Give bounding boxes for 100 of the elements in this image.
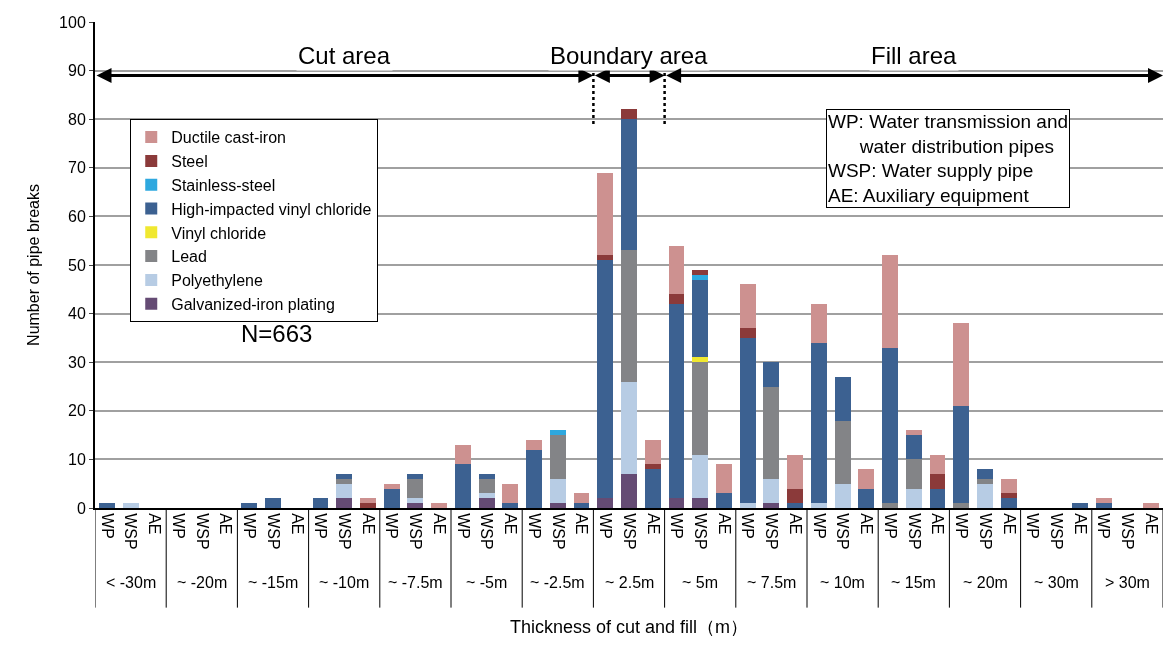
bar	[431, 503, 448, 508]
bar	[265, 498, 281, 508]
bar	[858, 488, 875, 508]
bar	[882, 503, 899, 508]
annotation: Fill area	[871, 42, 958, 69]
bar	[668, 245, 685, 295]
x-tick-label: WSP	[692, 513, 709, 550]
bar	[597, 172, 614, 256]
bar	[407, 478, 424, 499]
x-tick-label: WSP	[336, 513, 353, 550]
bar	[692, 274, 709, 280]
annotation: Cut area	[298, 42, 391, 69]
text: ~ -7.5m	[388, 574, 443, 591]
text: < -30m	[106, 574, 157, 591]
bar	[454, 444, 471, 465]
x-tick-label: AE	[217, 513, 235, 535]
bar	[383, 488, 400, 508]
bar	[549, 430, 566, 436]
bar	[359, 498, 376, 504]
bar	[526, 449, 543, 508]
text: ~ 10m	[820, 574, 865, 591]
bar	[478, 493, 495, 499]
y-tick-label: 30	[68, 353, 86, 371]
x-tick-label: WP	[454, 513, 472, 539]
bar	[526, 439, 543, 450]
text: ~ -5m	[466, 574, 508, 591]
x-tick-label: AE	[929, 513, 947, 535]
bar	[787, 454, 804, 489]
text: ~ 7.5m	[747, 574, 797, 591]
bar	[549, 435, 566, 479]
x-tick-label: WSP	[122, 513, 140, 550]
annotation: N=663	[241, 320, 313, 347]
bar	[621, 109, 637, 120]
bar	[336, 473, 353, 479]
x-tick-label: WP	[169, 513, 187, 539]
x-tick-label: WP	[383, 513, 401, 539]
bar	[668, 303, 685, 499]
bar	[977, 469, 993, 479]
legend-label: Ductile cast-iron	[171, 129, 286, 147]
bar	[905, 430, 922, 436]
bar	[122, 503, 139, 508]
bar	[763, 503, 780, 508]
y-tick-label: 10	[68, 451, 86, 468]
bar	[977, 478, 993, 484]
bar	[834, 420, 851, 484]
x-tick-label: AE	[715, 513, 733, 535]
bar	[929, 454, 946, 474]
x-tick-label: WSP	[763, 513, 781, 550]
bar	[502, 483, 519, 504]
bar	[621, 119, 637, 251]
x-tick-label: AE	[1071, 513, 1089, 535]
bar	[478, 473, 495, 479]
bar	[905, 459, 922, 489]
bar	[597, 255, 614, 261]
bar	[953, 405, 970, 504]
bar	[407, 473, 424, 479]
bar	[692, 269, 709, 275]
bar	[763, 478, 780, 504]
bar	[573, 493, 590, 504]
bar	[668, 294, 685, 304]
bar	[929, 473, 946, 489]
bar	[715, 464, 732, 494]
bar	[739, 503, 756, 508]
x-tick-label: AE	[288, 513, 306, 535]
x-tick-label: AE	[786, 513, 804, 535]
bar	[312, 498, 329, 508]
x-tick-label: WSP	[549, 513, 567, 550]
bar	[621, 250, 637, 382]
bar	[336, 483, 353, 499]
bar	[502, 503, 519, 508]
bar	[763, 386, 780, 479]
x-tick-label: WSP	[193, 513, 211, 550]
legend-label: Lead	[171, 248, 207, 266]
bar	[1071, 503, 1088, 508]
x-tick-label: AE	[359, 513, 377, 535]
bar	[763, 362, 780, 387]
x-tick-label: AE	[430, 513, 448, 535]
text: ~ -20m	[177, 574, 228, 591]
x-tick-label: WP	[953, 513, 971, 539]
bar	[929, 488, 946, 508]
y-axis-title: Number of pipe breaks	[25, 184, 43, 346]
bar	[336, 478, 353, 484]
legend-label: Vinyl chloride	[171, 224, 267, 242]
text: ~ 30m	[1034, 574, 1079, 591]
annotation: Boundary area	[550, 42, 709, 69]
bar	[905, 488, 922, 508]
x-tick-label: WP	[98, 513, 116, 539]
text: ~ 2.5m	[605, 574, 655, 591]
text: ~ -15m	[248, 574, 299, 591]
bar	[834, 376, 851, 421]
x-tick-label: WP	[810, 513, 828, 539]
text: ~ -2.5m	[530, 574, 585, 591]
x-tick-label: AE	[644, 513, 662, 535]
legend-label: Polyethylene	[171, 272, 263, 290]
bar	[739, 337, 756, 504]
x-tick-label: WP	[881, 513, 899, 539]
bar	[241, 503, 258, 508]
y-tick-label: 40	[68, 305, 86, 323]
y-tick-label: 90	[68, 62, 86, 80]
x-tick-label: WP	[241, 513, 259, 539]
